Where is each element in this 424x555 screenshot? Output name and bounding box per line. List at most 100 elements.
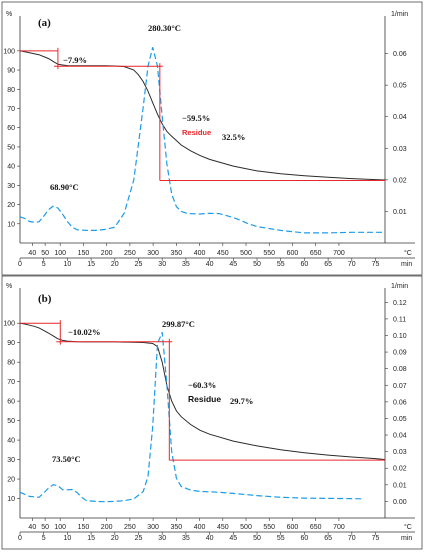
temperature-tick-label: 40 <box>28 524 36 531</box>
temperature-unit: °C <box>404 249 412 257</box>
temperature-tick-label: 200 <box>101 524 113 531</box>
dtg-peak-label: 280.30°C <box>148 23 181 33</box>
left-axis-unit: % <box>6 283 12 290</box>
mass-loss-1-label: −7.9% <box>63 55 87 65</box>
temperature-tick-label: 550 <box>263 250 275 257</box>
panel-frame <box>1 1 423 276</box>
time-tick-label: 0 <box>18 535 22 542</box>
temperature-tick-label: 40 <box>28 250 36 257</box>
right-tick-label: 0.00 <box>393 499 407 506</box>
time-tick-label: 30 <box>158 535 166 542</box>
panel-frame <box>1 275 423 550</box>
time-tick-label: 75 <box>372 261 380 268</box>
left-tick-label: 90 <box>7 68 15 75</box>
left-tick-label: 90 <box>7 340 15 347</box>
time-tick-label: 65 <box>324 261 332 268</box>
temperature-tick-label: 250 <box>124 250 136 257</box>
left-tick-label: 80 <box>7 87 15 94</box>
tga-panel-b: % 1/min°Cmin1009080706050403020100.120.11… <box>1 275 423 550</box>
time-tick-label: 30 <box>158 261 166 268</box>
time-tick-label: 40 <box>206 261 214 268</box>
temperature-tick-label: 400 <box>194 524 206 531</box>
left-tick-label: 50 <box>7 418 15 425</box>
time-tick-label: 55 <box>277 261 285 268</box>
left-tick-label: 100 <box>3 48 15 55</box>
time-tick-label: 45 <box>229 535 237 542</box>
temperature-tick-label: 350 <box>170 524 182 531</box>
tg-curve <box>19 50 386 181</box>
time-tick-label: 15 <box>87 261 95 268</box>
time-tick-label: 45 <box>229 261 237 268</box>
temperature-tick-label: 450 <box>217 250 229 257</box>
time-tick-label: 60 <box>301 261 309 268</box>
temperature-tick-label: 200 <box>101 250 113 257</box>
time-tick-label: 25 <box>135 261 143 268</box>
time-unit: min <box>401 535 412 542</box>
time-tick-label: 20 <box>111 261 119 268</box>
right-tick-label: 0.01 <box>393 482 407 489</box>
temperature-tick-label: 500 <box>240 524 252 531</box>
time-tick-label: 5 <box>42 535 46 542</box>
time-tick-label: 35 <box>182 535 190 542</box>
left-tick-label: 40 <box>7 438 15 445</box>
time-tick-label: 55 <box>277 535 285 542</box>
right-tick-label: 0.03 <box>393 146 407 153</box>
temperature-tick-label: 550 <box>263 524 275 531</box>
time-tick-label: 65 <box>324 535 332 542</box>
left-tick-label: 10 <box>7 221 15 228</box>
temperature-tick-label: 650 <box>310 250 322 257</box>
right-axis-unit: 1/min <box>391 283 408 290</box>
left-axis-unit: % <box>6 11 12 18</box>
temperature-tick-label: 650 <box>310 524 322 531</box>
left-tick-label: 80 <box>7 360 15 367</box>
temperature-tick-label: 500 <box>240 250 252 257</box>
temperature-tick-label: 50 <box>41 524 49 531</box>
dtg-curve <box>19 331 362 503</box>
time-unit: min <box>401 261 412 268</box>
panel-label: (b) <box>38 293 52 305</box>
left-tick-label: 100 <box>3 321 15 328</box>
mass-loss-1-label: −10.02% <box>68 327 100 337</box>
temperature-tick-label: 250 <box>124 524 136 531</box>
left-tick-label: 30 <box>7 183 15 190</box>
left-tick-label: 70 <box>7 106 15 113</box>
right-tick-label: 0.04 <box>393 433 407 440</box>
low-peak-label: 68.90°C <box>50 182 79 192</box>
time-tick-label: 75 <box>372 535 380 542</box>
right-tick-label: 0.01 <box>393 209 407 216</box>
time-tick-label: 0 <box>18 261 22 268</box>
left-tick-label: 40 <box>7 164 15 171</box>
time-tick-label: 50 <box>253 535 261 542</box>
left-tick-label: 70 <box>7 379 15 386</box>
temperature-tick-label: 150 <box>78 524 90 531</box>
right-tick-label: 0.11 <box>393 316 406 323</box>
right-tick-label: 0.02 <box>393 466 407 473</box>
mass-loss-2-label: −59.5% <box>182 113 210 123</box>
tga-panel-a: % 1/min°Cmin1009080706050403020100.060.05… <box>1 1 423 276</box>
time-tick-label: 50 <box>253 261 261 268</box>
left-tick-label: 20 <box>7 202 15 209</box>
temperature-tick-label: 150 <box>78 250 90 257</box>
time-tick-label: 20 <box>111 535 119 542</box>
right-axis-unit: 1/min <box>391 11 408 18</box>
time-tick-label: 15 <box>87 535 95 542</box>
left-tick-label: 20 <box>7 477 15 484</box>
right-tick-label: 0.02 <box>393 177 407 184</box>
right-tick-label: 0.04 <box>393 114 407 121</box>
right-tick-label: 0.10 <box>393 333 407 340</box>
mass-loss-2-label: −60.3% <box>188 380 216 390</box>
right-tick-label: 0.06 <box>393 399 407 406</box>
temperature-tick-label: 700 <box>333 250 345 257</box>
temperature-tick-label: 400 <box>194 250 206 257</box>
left-tick-label: 50 <box>7 144 15 151</box>
tg-curve <box>19 322 386 461</box>
residue-label: Residue <box>182 128 211 137</box>
temperature-tick-label: 600 <box>287 250 299 257</box>
temperature-tick-label: 450 <box>217 524 229 531</box>
right-tick-label: 0.06 <box>393 51 407 58</box>
temperature-tick-label: 700 <box>333 524 345 531</box>
panel-label: (a) <box>38 17 51 29</box>
temperature-tick-label: 100 <box>54 250 66 257</box>
right-tick-label: 0.12 <box>393 300 407 307</box>
